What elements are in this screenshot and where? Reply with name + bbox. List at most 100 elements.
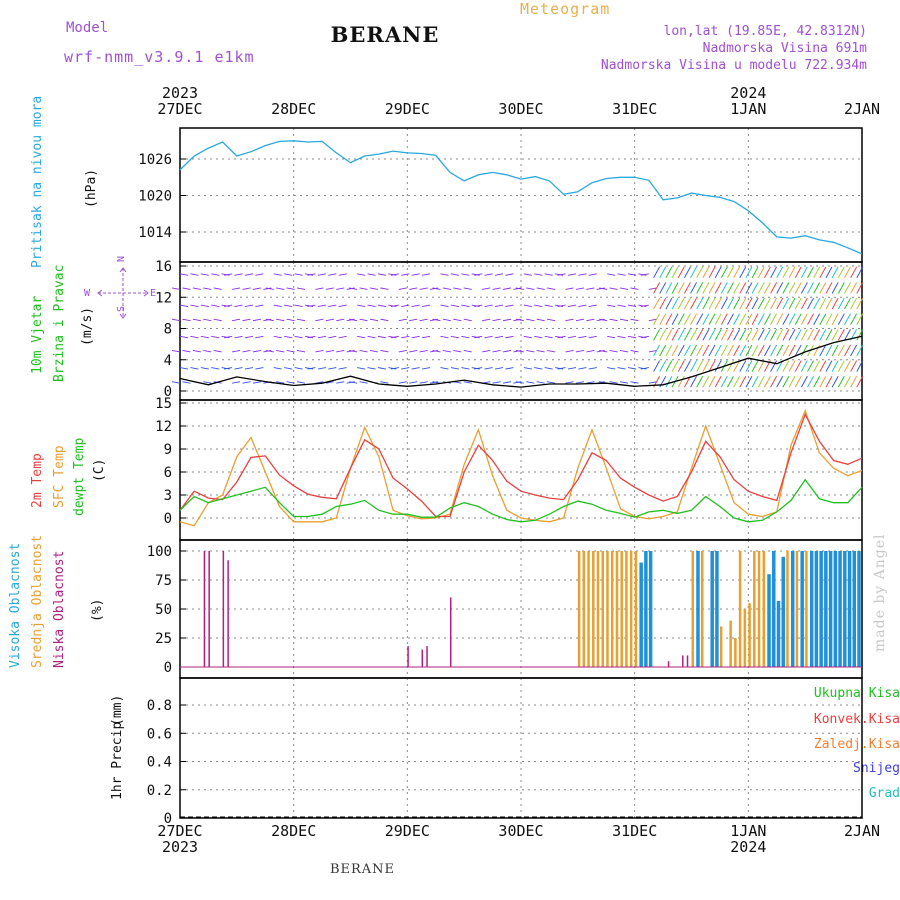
wind-arrow	[794, 344, 802, 357]
time-tick-bottom: 29DEC	[385, 822, 430, 840]
year-bottom-2024: 2024	[730, 838, 766, 856]
coords-text: lon,lat (19.85E, 42.8312N)	[663, 24, 868, 39]
ytick-label: 9	[164, 442, 172, 458]
wind-arrow	[630, 318, 639, 322]
wind-arrow	[586, 349, 595, 353]
wind-arrow	[502, 381, 512, 384]
wind-arrow	[727, 329, 734, 341]
wind-arrow	[232, 318, 241, 322]
wind-arrow	[213, 318, 222, 322]
wind-arrow	[770, 360, 778, 372]
wind-arrow	[234, 304, 243, 308]
wind-arrow	[453, 318, 462, 322]
wind-arrow	[714, 329, 722, 341]
wind-arrow	[252, 318, 262, 322]
wind-arrow	[733, 375, 741, 388]
wind-arrow	[565, 287, 574, 290]
wind-arrow	[813, 313, 821, 325]
cloud-bar	[772, 551, 776, 667]
wind-arrow	[401, 335, 410, 339]
wind-key-e: E	[150, 288, 157, 299]
wind-arrow	[733, 297, 741, 310]
wind-arrow	[252, 349, 262, 353]
wind-arrow	[203, 287, 212, 290]
wind-arrow	[782, 266, 790, 279]
legend-ukupna-kisa: Ukupna Kisa	[813, 686, 900, 701]
wind-arrow	[665, 360, 673, 372]
wind-arrow	[534, 304, 543, 308]
wind-arrow	[683, 344, 691, 357]
wind-arrow	[171, 287, 181, 290]
cloud-bar	[644, 551, 648, 667]
wind-arrow	[782, 344, 790, 357]
wind-arrow	[733, 282, 741, 294]
wind-arrow	[757, 375, 765, 388]
wind-arrow	[234, 335, 243, 339]
wind-arrow	[648, 381, 657, 384]
wind-arrow	[788, 344, 796, 357]
wind-arrow	[544, 335, 553, 339]
wind-arrow	[819, 360, 827, 372]
wind-arrow	[440, 304, 449, 308]
wind-arrow	[745, 329, 753, 341]
wind-arrow	[696, 329, 704, 341]
wind-arrow	[800, 282, 808, 294]
wind-arrow	[411, 304, 420, 308]
ytick-label: 1020	[138, 189, 172, 205]
wind-arrow	[819, 266, 827, 279]
wind-arrow	[800, 375, 808, 388]
wind-arrow	[788, 313, 796, 325]
cloud-bar	[843, 551, 847, 667]
wind-arrow	[307, 335, 316, 339]
wind-arrow	[409, 287, 418, 290]
wind-arrow	[720, 313, 728, 325]
time-tick-top: 27DEC	[157, 100, 202, 118]
wind-arrow	[714, 313, 722, 325]
wind-arrow	[411, 335, 420, 339]
cloud-bar	[587, 551, 590, 667]
cloud-bar	[682, 655, 684, 667]
cloud-bar	[738, 551, 742, 667]
wind-arrow	[856, 375, 864, 388]
ytick-label: 0	[164, 811, 172, 827]
wind-arrow	[617, 304, 626, 308]
wind-arrow	[763, 344, 771, 357]
wind-arrow	[607, 367, 616, 370]
wind-arrow	[609, 381, 618, 384]
wind-arrow	[776, 266, 784, 279]
wind-arrow	[825, 313, 833, 325]
wind-arrow	[390, 273, 399, 276]
wind-arrow	[315, 318, 324, 322]
time-tick-top: 1JAN	[730, 100, 766, 118]
wind-arrow	[442, 287, 451, 290]
wind-arrow	[677, 344, 685, 357]
wind-arrow	[714, 297, 722, 310]
wind-arrow	[369, 287, 379, 290]
wind-arrow	[671, 344, 679, 357]
wind-arrow	[575, 381, 585, 384]
cloud-bar	[601, 551, 605, 667]
wind-arrow	[677, 360, 685, 372]
wind-arrow	[432, 349, 441, 353]
wind-arrow	[450, 273, 459, 276]
wind-arrow	[398, 318, 407, 322]
wind-arrow	[770, 344, 778, 357]
wind-arrow	[419, 318, 428, 322]
wind-arrow	[450, 367, 459, 370]
wind-arrow	[544, 367, 553, 370]
cloud-bar	[786, 551, 789, 667]
cloud-bar	[819, 551, 823, 667]
cloud-bar	[809, 551, 814, 667]
cloud-bar	[596, 551, 600, 667]
cloud-bar	[227, 560, 229, 667]
wind-arrow	[369, 318, 379, 322]
wind-arrow	[317, 367, 326, 370]
wind-arrow	[578, 335, 587, 339]
wind-arrow	[523, 304, 532, 308]
cloud-bar	[753, 551, 756, 667]
ytick-label: 1026	[138, 152, 172, 168]
wind-arrow	[203, 381, 212, 384]
wind-arrow	[398, 381, 407, 384]
wind-arrow	[377, 273, 387, 276]
wind-arrow	[544, 304, 553, 308]
